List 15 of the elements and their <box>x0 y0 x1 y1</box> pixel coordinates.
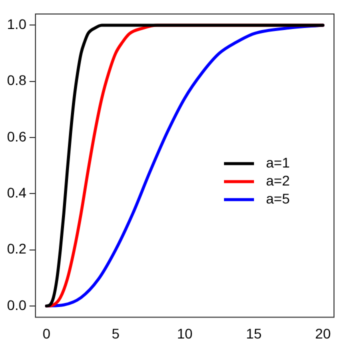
legend-label: a=5 <box>266 190 290 206</box>
x-tick-label: 5 <box>112 325 120 342</box>
x-tick-label: 15 <box>246 325 262 342</box>
x-tick-label: 20 <box>315 325 331 342</box>
x-tick-label: 0 <box>42 325 51 342</box>
x-tick-label: 10 <box>176 325 193 342</box>
y-tick-label: 0.6 <box>6 128 27 144</box>
legend-label: a=2 <box>266 172 290 188</box>
y-tick-label: 0.4 <box>6 184 27 201</box>
y-tick-label: 0.8 <box>6 72 27 88</box>
y-tick-label: 0.2 <box>6 240 27 257</box>
y-tick-label: 1.0 <box>6 16 27 32</box>
legend-label: a=1 <box>266 154 290 170</box>
y-tick-label: 0.0 <box>6 296 27 313</box>
line-series <box>45 24 324 308</box>
